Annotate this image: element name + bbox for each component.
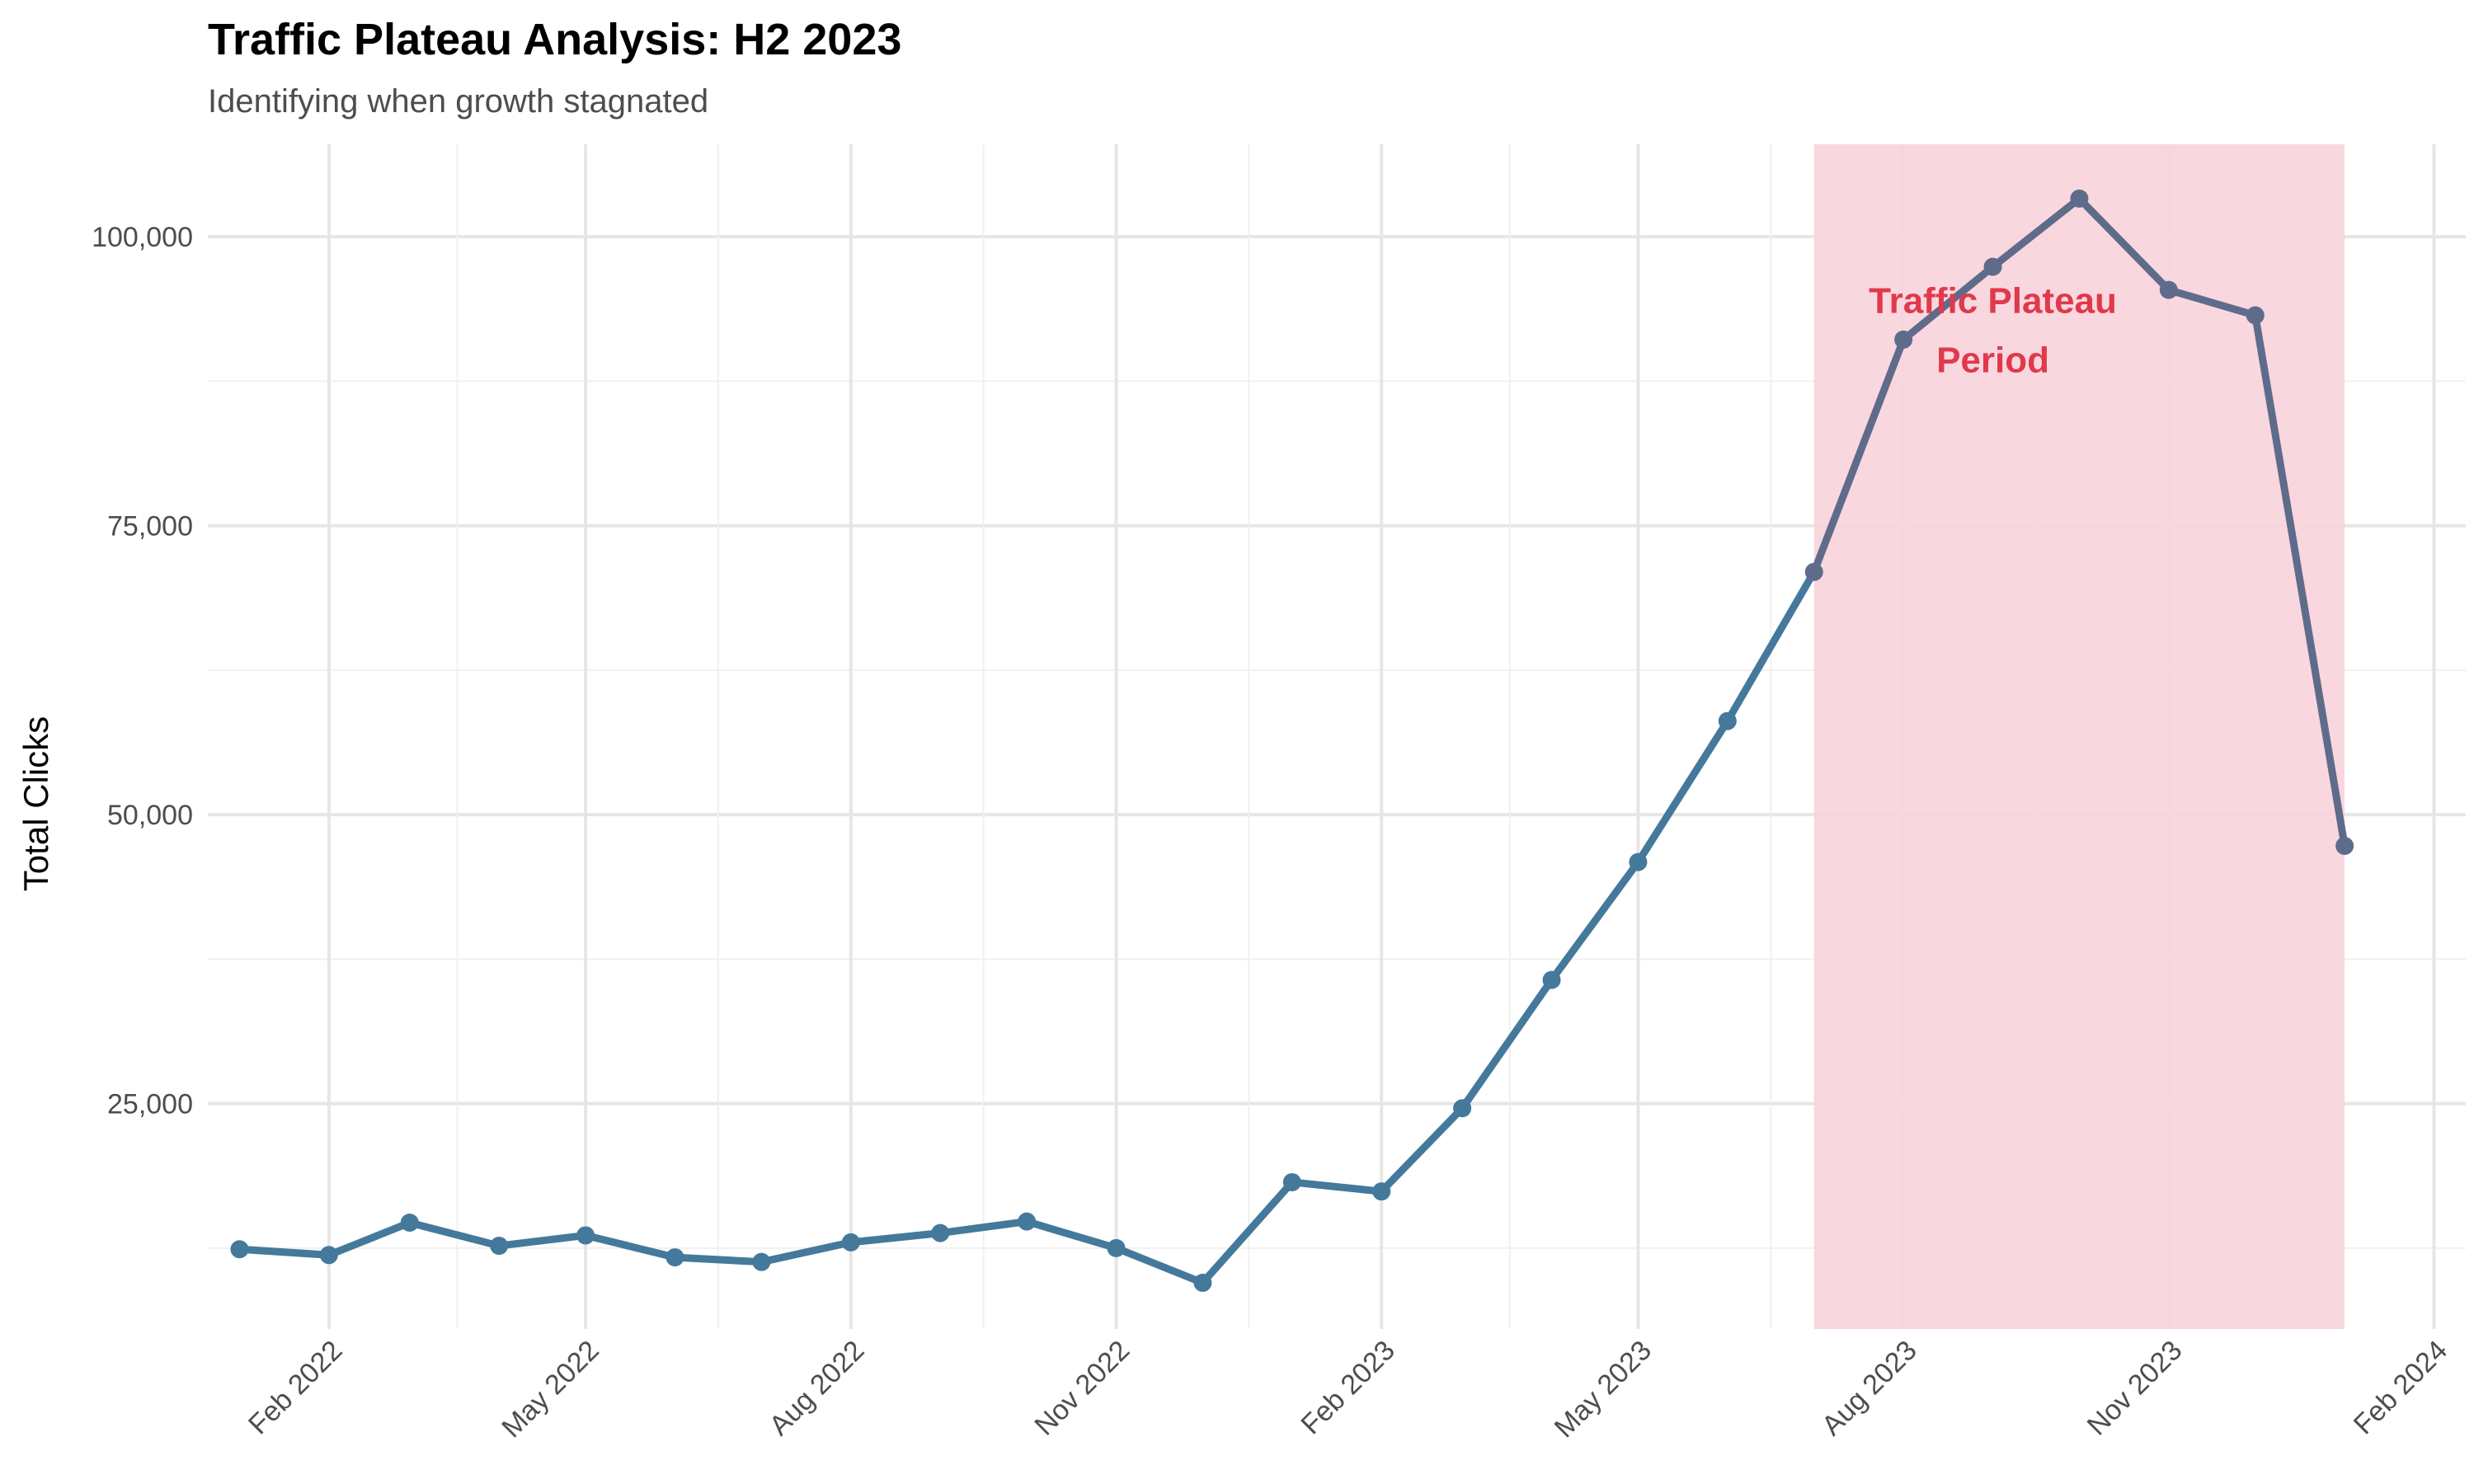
series-line-segment [2075,195,2173,294]
series-line-segment [2251,311,2349,850]
series-line-segment [2165,286,2260,319]
series-line-segment [1899,263,1997,344]
data-point [1718,711,1737,730]
x-tick-label: May 2022 [496,1335,604,1444]
series-line-segment [581,1231,679,1261]
data-point [1193,1273,1212,1292]
data-point [2070,189,2089,208]
x-tick-label: Feb 2023 [1295,1335,1400,1440]
x-axis-ticks: Feb 2022 May 2022 Aug 2022 Nov 2022 Feb 2023… [242,1335,2453,1444]
y-tick-label: 100,000 [92,222,193,253]
y-tick-label: 25,000 [107,1089,193,1120]
x-tick-label: Nov 2022 [1028,1335,1136,1442]
series-line-segment [1458,976,1556,1112]
data-point [2335,836,2354,855]
series-line-segment [1198,1178,1296,1287]
series-line-segment [670,1253,765,1266]
series-point-layer [230,189,2354,1292]
series-line-segment [1112,1244,1206,1287]
plateau-annotation-line2: Period [1936,340,2049,380]
data-point [1282,1172,1301,1191]
series-line-segment [757,1238,855,1266]
data-point [490,1237,509,1256]
x-tick-label: Feb 2024 [2348,1335,2453,1440]
data-point [1372,1182,1391,1201]
y-axis-ticks: 25,000 50,000 75,000 100,000 [92,222,193,1120]
chart-subtitle: Identifying when growth stagnated [208,83,708,120]
y-axis-title: Total Clicks [16,716,55,891]
series-line-segment [1288,1178,1385,1195]
data-point [841,1233,860,1252]
series-line-segment [847,1229,944,1247]
chart-title: Traffic Plateau Analysis: H2 2023 [208,15,901,64]
data-point [1542,970,1561,989]
data-point [1629,852,1648,871]
x-tick-label: Feb 2022 [242,1335,348,1440]
data-point [1894,330,1913,349]
data-point [1983,257,2002,276]
highlight-band-layer [1813,144,2345,1329]
x-tick-label: May 2023 [1549,1335,1658,1444]
data-point [319,1246,338,1265]
data-point [1453,1099,1472,1118]
plateau-annotation-line1: Traffic Plateau [1869,280,2117,321]
data-point [666,1248,684,1267]
series-line-segment [235,1245,333,1259]
x-tick-label: Aug 2022 [764,1335,871,1442]
series-line-segment [1724,568,1818,726]
data-point [230,1240,249,1259]
series-line-segment [1548,858,1642,984]
series-line-layer [235,195,2349,1287]
data-point [1107,1238,1126,1257]
series-line-segment [406,1219,503,1250]
series-line-segment [1023,1218,1120,1252]
x-tick-label: Nov 2023 [2081,1335,2189,1442]
data-point [1018,1212,1037,1231]
series-line-segment [1810,336,1907,576]
series-line-segment [1377,1104,1466,1195]
data-point [931,1223,950,1242]
annotation-layer: Traffic Plateau Period [1869,280,2117,380]
series-line-segment [936,1218,1031,1237]
series-line-segment [495,1231,590,1250]
data-point [400,1214,419,1233]
x-tick-label: Aug 2023 [1816,1335,1923,1442]
series-line-segment [1634,717,1732,866]
plateau-highlight-band [1813,144,2345,1329]
series-line-segment [1989,195,2083,271]
y-tick-label: 50,000 [107,800,193,831]
data-point [2159,280,2178,299]
series-line-segment [325,1219,414,1259]
data-point [1804,562,1823,581]
data-point [576,1226,595,1245]
data-point [2246,306,2265,325]
y-tick-label: 75,000 [107,511,193,542]
data-point [752,1252,771,1271]
